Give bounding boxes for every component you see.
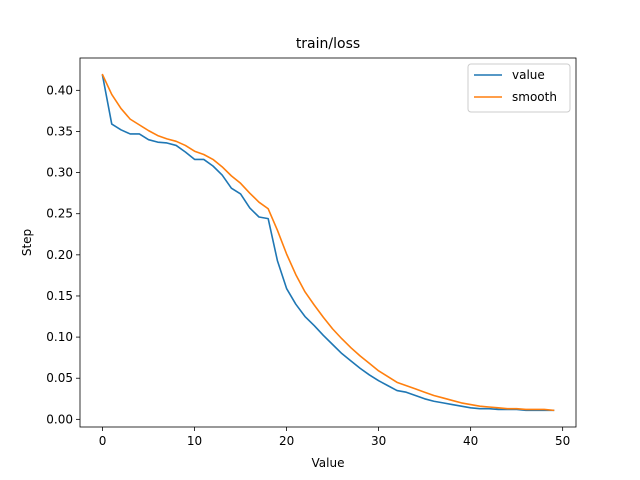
x-tick-label: 0	[99, 434, 107, 448]
x-tick-label: 50	[555, 434, 570, 448]
y-tick-label: 0.20	[46, 248, 73, 262]
y-tick-label: 0.35	[46, 124, 73, 138]
y-tick-label: 0.30	[46, 166, 73, 180]
y-tick-label: 0.15	[46, 289, 73, 303]
x-axis-label: Value	[312, 456, 345, 470]
legend: value smooth	[467, 63, 571, 113]
x-tick-label: 40	[463, 434, 478, 448]
y-tick-label: 0.05	[46, 371, 73, 385]
x-tick-label: 30	[371, 434, 386, 448]
chart-title: train/loss	[296, 36, 360, 52]
legend-label-value: value	[512, 68, 545, 82]
y-tick-label: 0.00	[46, 412, 73, 426]
x-tick-label: 10	[187, 434, 202, 448]
y-tick-label: 0.10	[46, 330, 73, 344]
y-axis-label: Step	[20, 229, 34, 256]
legend-label-smooth: smooth	[512, 90, 557, 104]
y-tick-label: 0.25	[46, 207, 73, 221]
plot-area-frame	[79, 57, 577, 428]
y-tick-label: 0.40	[46, 83, 73, 97]
series-lines	[101, 73, 555, 412]
series-line-value	[101, 74, 555, 412]
series-line-smooth	[101, 73, 555, 412]
x-tick-label: 20	[279, 434, 294, 448]
legend-box	[467, 63, 571, 113]
x-axis-ticks: 0 10 20 30 40 50	[99, 427, 570, 448]
y-axis-ticks: 0.00 0.05 0.10 0.15 0.20 0.25 0.30 0.35 0.40	[46, 83, 80, 426]
